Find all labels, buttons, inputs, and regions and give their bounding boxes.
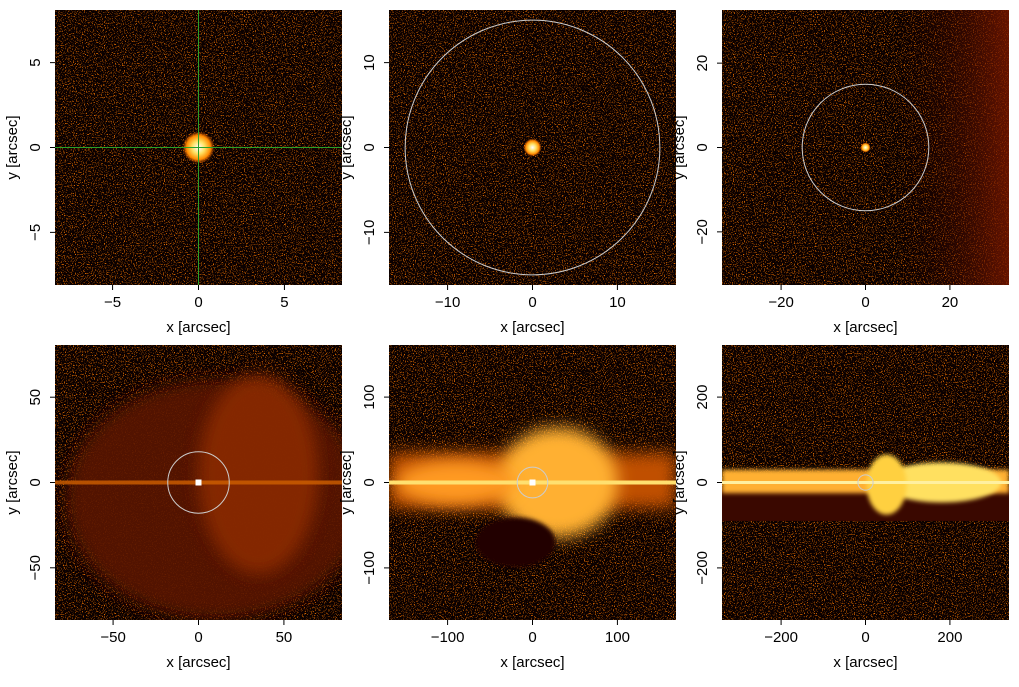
y-tick-label: 0: [694, 478, 711, 486]
x-tick-label: 0: [194, 294, 202, 311]
y-tick-label: 200: [694, 385, 711, 410]
x-tick-label: 0: [528, 294, 536, 311]
y-axis-label: y [arcsec]: [4, 450, 21, 514]
y-tick-label: −5: [27, 224, 44, 241]
y-tick-label: 20: [694, 55, 711, 72]
x-tick-label: 100: [605, 629, 630, 646]
source: [860, 142, 871, 153]
y-tick-label: 5: [27, 58, 44, 66]
y-tick-label: −50: [27, 555, 44, 580]
shadow: [475, 517, 556, 568]
aperture: [857, 474, 874, 491]
x-tick-label: 0: [528, 629, 536, 646]
x-tick-label: 20: [942, 294, 959, 311]
panel: [55, 345, 342, 620]
panel: [722, 345, 1009, 620]
x-tick-label: −50: [100, 629, 125, 646]
panel: [389, 10, 676, 285]
x-axis-label: x [arcsec]: [833, 319, 897, 336]
y-tick-label: 0: [361, 478, 378, 486]
x-tick-label: 5: [280, 294, 288, 311]
y-axis-label: y [arcsec]: [671, 450, 688, 514]
x-tick-label: −100: [431, 629, 465, 646]
x-tick-label: 0: [861, 294, 869, 311]
y-axis-label: y [arcsec]: [671, 115, 688, 179]
y-tick-label: 0: [694, 143, 711, 151]
y-axis-label: y [arcsec]: [338, 450, 355, 514]
x-axis-label: x [arcsec]: [500, 319, 564, 336]
y-tick-label: −20: [694, 219, 711, 244]
aperture: [167, 451, 230, 514]
y-tick-label: −10: [361, 220, 378, 245]
x-axis-label: x [arcsec]: [500, 654, 564, 671]
x-axis-label: x [arcsec]: [833, 654, 897, 671]
aperture: [404, 19, 661, 276]
y-tick-label: −100: [361, 551, 378, 585]
panel: [389, 345, 676, 620]
source: [195, 479, 202, 486]
y-tick-label: 0: [361, 143, 378, 151]
streak: [722, 481, 1009, 484]
y-tick-label: 10: [361, 54, 378, 71]
x-axis-label: x [arcsec]: [166, 319, 230, 336]
nebula: [198, 373, 319, 574]
x-tick-label: 0: [861, 629, 869, 646]
x-tick-label: 50: [276, 629, 293, 646]
aperture: [801, 83, 930, 212]
x-tick-label: 0: [194, 629, 202, 646]
y-tick-label: −200: [694, 551, 711, 585]
panel: [722, 10, 1009, 285]
x-tick-label: 10: [609, 294, 626, 311]
core: [866, 454, 907, 515]
y-axis-label: y [arcsec]: [338, 115, 355, 179]
x-tick-label: −5: [104, 294, 121, 311]
x-tick-label: −10: [435, 294, 460, 311]
y-tick-label: 0: [27, 478, 44, 486]
x-tick-label: −20: [768, 294, 793, 311]
source: [529, 479, 536, 486]
source: [523, 138, 542, 157]
y-axis-label: y [arcsec]: [4, 115, 21, 179]
y-tick-label: 50: [27, 389, 44, 406]
x-axis-label: x [arcsec]: [166, 654, 230, 671]
x-tick-label: −200: [764, 629, 798, 646]
y-tick-label: 100: [361, 385, 378, 410]
aperture: [516, 466, 549, 499]
panel: [55, 10, 342, 285]
x-tick-label: 200: [937, 629, 962, 646]
y-tick-label: 0: [27, 143, 44, 151]
